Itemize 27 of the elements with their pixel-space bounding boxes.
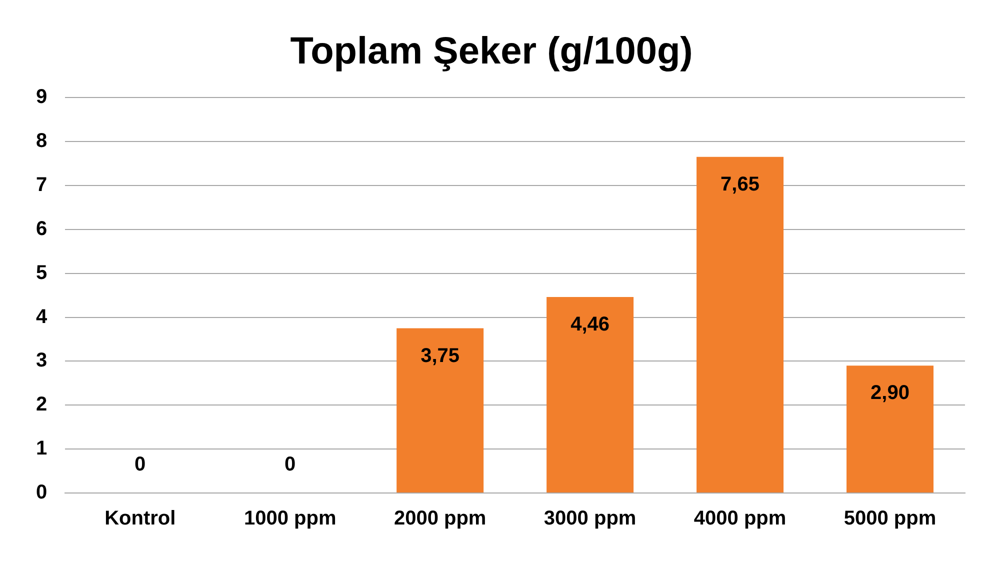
y-tick-label: 6 — [36, 218, 48, 240]
bar — [396, 328, 484, 492]
data-label: 4,46 — [570, 314, 610, 336]
y-tick-label: 0 — [36, 482, 48, 504]
data-label: 0 — [134, 454, 146, 476]
x-tick-label: 1000 ppm — [244, 508, 336, 530]
x-tick-label: 4000 ppm — [694, 508, 786, 530]
x-tick-label: Kontrol — [104, 508, 176, 530]
bar — [846, 366, 934, 492]
y-tick-label: 9 — [36, 86, 48, 108]
y-tick-label: 8 — [36, 130, 48, 152]
y-tick-label: 2 — [36, 394, 48, 416]
data-label: 3,75 — [420, 344, 460, 367]
x-tick-label: 3000 ppm — [544, 508, 636, 530]
y-tick-label: 4 — [36, 306, 48, 328]
y-tick-label: 7 — [36, 174, 48, 196]
chart-title: Toplam Şeker (g/100g) — [290, 30, 693, 72]
y-tick-label: 3 — [36, 350, 48, 372]
bar — [696, 156, 784, 492]
x-tick-label: 5000 ppm — [844, 508, 936, 530]
y-tick-label: 1 — [36, 438, 48, 460]
data-label: 0 — [284, 454, 296, 476]
data-label: 7,65 — [720, 173, 760, 196]
bar — [546, 297, 634, 492]
y-tick-label: 5 — [36, 262, 48, 284]
x-tick-label: 2000 ppm — [394, 508, 486, 530]
data-label: 2,90 — [870, 382, 910, 404]
